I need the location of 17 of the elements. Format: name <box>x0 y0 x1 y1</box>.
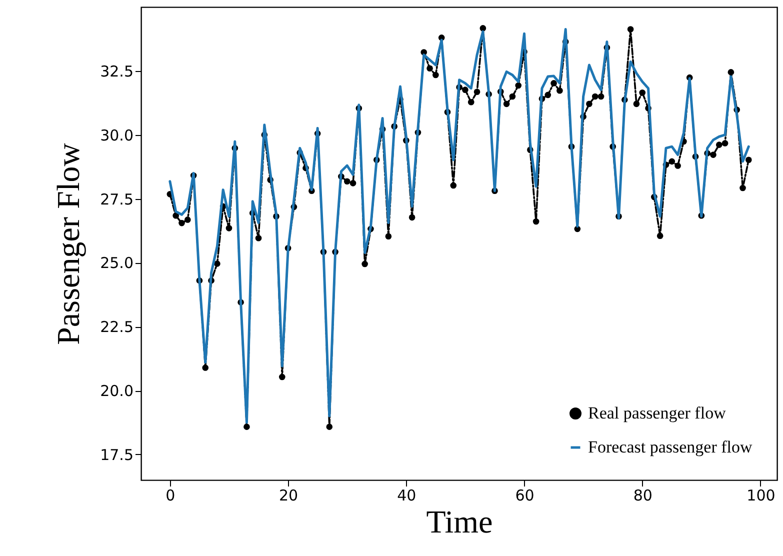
x-tick-label: 40 <box>397 486 416 504</box>
x-tick-label: 20 <box>278 486 298 504</box>
x-axis-title: Time <box>426 504 493 540</box>
x-tick-label: 60 <box>515 486 534 504</box>
y-tick-label: 30.0 <box>100 126 134 144</box>
y-tick-label: 20.0 <box>100 382 134 400</box>
x-tick-label: 100 <box>746 486 776 504</box>
legend-label: Forecast passenger flow <box>588 438 754 456</box>
y-tick-label: 17.5 <box>100 446 134 464</box>
y-tick-label: 25.0 <box>100 254 134 272</box>
y-tick-label: 27.5 <box>100 190 134 208</box>
y-tick-label: 32.5 <box>100 62 134 80</box>
legend-label: Real passenger flow <box>588 404 727 422</box>
x-tick-label: 80 <box>633 486 652 504</box>
y-tick-label: 22.5 <box>100 318 134 336</box>
x-tick-label: 0 <box>166 486 176 504</box>
y-axis-title: Passenger Flow <box>50 143 86 345</box>
